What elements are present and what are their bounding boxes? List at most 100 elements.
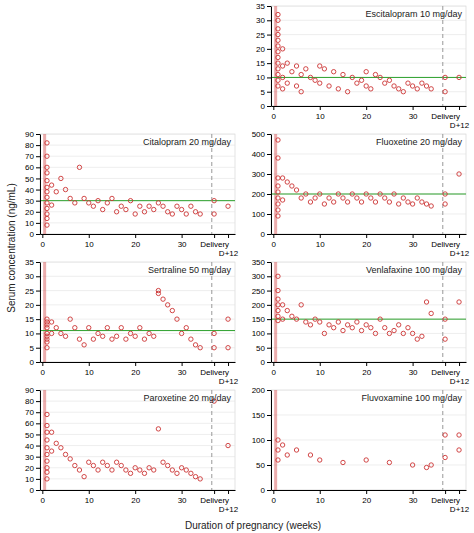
point	[45, 185, 49, 189]
grid-line	[271, 390, 466, 391]
x-tick-label: 30	[409, 112, 418, 121]
point	[355, 81, 359, 85]
point	[45, 195, 49, 199]
tick-mark	[267, 333, 271, 334]
point	[318, 81, 322, 85]
y-tick-label: 0	[30, 358, 35, 367]
tick-mark	[42, 362, 43, 366]
plot-area	[271, 6, 466, 106]
point	[410, 463, 414, 467]
y-tick-label: 50	[25, 175, 34, 184]
point	[276, 156, 280, 160]
y-tick-label: 25	[25, 287, 34, 296]
y-tick: 0	[261, 486, 271, 495]
point	[45, 446, 49, 450]
panel-title: Sertraline 50 mg/day	[148, 265, 232, 275]
tick-mark	[445, 362, 446, 366]
points	[276, 433, 461, 470]
point	[401, 331, 405, 335]
point	[91, 463, 95, 467]
tick-mark	[413, 234, 414, 238]
y-tick-label: 10	[25, 329, 34, 338]
reference-line	[271, 77, 466, 78]
point	[443, 202, 447, 206]
grid-line	[271, 415, 466, 416]
tick-mark	[36, 446, 40, 447]
tick-mark	[36, 145, 40, 146]
point	[304, 320, 308, 324]
point	[429, 463, 433, 467]
point	[45, 477, 49, 481]
y-tick-label: 20	[256, 45, 265, 54]
y-tick-label: 35	[25, 258, 34, 267]
point	[152, 334, 156, 338]
x-tick: 20	[362, 106, 371, 121]
tick-mark	[413, 490, 414, 494]
tick-mark	[214, 490, 215, 494]
point	[331, 326, 335, 330]
x-tick-label: 0	[272, 496, 277, 505]
tick-mark	[267, 35, 271, 36]
tick-mark	[267, 6, 271, 7]
tick-mark	[89, 234, 90, 238]
y-tick-label: 80	[25, 397, 34, 406]
y-tick-label: 40	[25, 186, 34, 195]
point	[63, 334, 67, 338]
point	[420, 81, 424, 85]
point	[45, 165, 49, 169]
point	[161, 204, 165, 208]
point	[59, 331, 63, 335]
x-tick-label: Delivery	[431, 112, 460, 121]
point	[359, 200, 363, 204]
point	[336, 320, 340, 324]
tick-mark	[36, 201, 40, 202]
tick-mark	[366, 106, 367, 110]
point	[322, 202, 326, 206]
point	[276, 438, 280, 442]
tick-mark	[36, 390, 40, 391]
tick-mark	[267, 154, 271, 155]
y-tick-label: 80	[25, 141, 34, 150]
point	[331, 70, 335, 74]
grid	[40, 134, 235, 234]
point	[142, 337, 146, 341]
point	[105, 463, 109, 467]
point	[420, 334, 424, 338]
point	[45, 459, 49, 463]
y-tick-label: 70	[25, 152, 34, 161]
tick-mark	[36, 156, 40, 157]
tick-mark	[320, 234, 321, 238]
grid-line	[40, 262, 235, 263]
y-tick-label: 300	[252, 272, 266, 281]
point	[350, 326, 354, 330]
point	[45, 326, 49, 330]
point	[276, 196, 280, 200]
point	[443, 192, 447, 196]
point	[457, 172, 461, 176]
x-tick-label: 20	[131, 240, 140, 249]
y-tick: 70	[25, 152, 40, 161]
y-tick-label: 100	[252, 329, 266, 338]
x-tick-label: D+12	[219, 505, 239, 514]
point	[443, 455, 447, 459]
point	[45, 216, 49, 220]
point	[308, 200, 312, 204]
x-axis: 0102030DeliveryD+12	[272, 234, 470, 258]
point	[91, 204, 95, 208]
point	[198, 346, 202, 350]
y-tick-label: 15	[25, 315, 34, 324]
y-tick: 30	[25, 197, 40, 206]
x-axis: 0102030DeliveryD+12	[272, 106, 470, 130]
grid-line	[271, 347, 466, 348]
point	[119, 326, 123, 330]
point	[179, 207, 183, 211]
x-tick: D+12	[219, 490, 239, 514]
tick-mark	[267, 106, 271, 107]
points	[276, 12, 461, 94]
panel: 0102030DeliveryD+120102030405060708090Pa…	[25, 386, 239, 514]
tick-mark	[267, 291, 271, 292]
tick-mark	[36, 457, 40, 458]
point	[179, 466, 183, 470]
point	[193, 210, 197, 214]
tick-mark	[320, 362, 321, 366]
